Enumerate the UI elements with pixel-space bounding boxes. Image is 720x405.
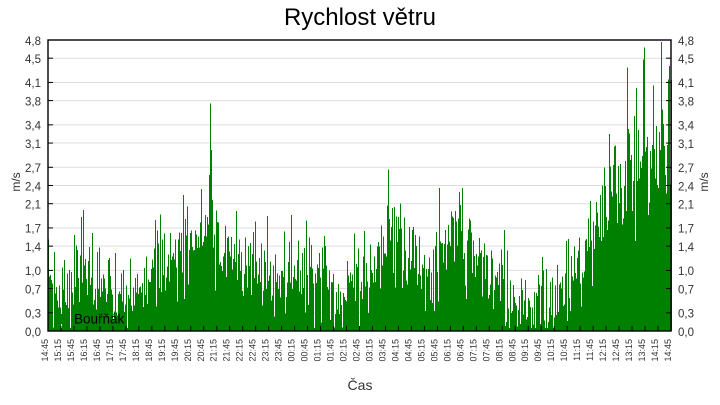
- svg-text:3,4: 3,4: [678, 121, 695, 133]
- svg-text:13:15: 13:15: [624, 339, 634, 362]
- svg-text:1,0: 1,0: [678, 266, 694, 278]
- svg-text:04:15: 04:15: [390, 339, 400, 362]
- svg-text:03:45: 03:45: [377, 339, 387, 362]
- svg-text:02:45: 02:45: [352, 339, 362, 362]
- svg-text:20:15: 20:15: [183, 339, 193, 362]
- svg-text:3,1: 3,1: [25, 139, 41, 151]
- svg-text:01:45: 01:45: [326, 339, 336, 362]
- svg-text:07:45: 07:45: [481, 339, 491, 362]
- svg-text:4,5: 4,5: [678, 54, 694, 66]
- svg-text:2,4: 2,4: [678, 181, 695, 193]
- svg-text:08:45: 08:45: [507, 339, 517, 362]
- svg-text:0,7: 0,7: [25, 284, 41, 296]
- svg-text:3,1: 3,1: [678, 139, 694, 151]
- svg-text:14:45: 14:45: [663, 339, 673, 362]
- svg-text:22:45: 22:45: [248, 339, 258, 362]
- svg-text:19:15: 19:15: [157, 339, 167, 362]
- svg-text:Bouřňák: Bouřňák: [74, 312, 125, 327]
- svg-text:20:45: 20:45: [196, 339, 206, 362]
- svg-text:04:45: 04:45: [403, 339, 413, 362]
- svg-text:2,4: 2,4: [25, 181, 42, 193]
- svg-text:09:15: 09:15: [520, 339, 530, 362]
- svg-text:1,7: 1,7: [678, 224, 694, 236]
- svg-text:21:15: 21:15: [209, 339, 219, 362]
- svg-text:13:45: 13:45: [637, 339, 647, 362]
- svg-text:00:15: 00:15: [287, 339, 297, 362]
- svg-text:06:15: 06:15: [442, 339, 452, 362]
- svg-text:16:45: 16:45: [92, 339, 102, 362]
- svg-text:4,8: 4,8: [678, 36, 694, 48]
- svg-text:1,7: 1,7: [25, 224, 41, 236]
- svg-text:0,0: 0,0: [25, 327, 41, 339]
- svg-text:16:15: 16:15: [79, 339, 89, 362]
- svg-text:1,4: 1,4: [25, 242, 42, 254]
- svg-text:03:15: 03:15: [364, 339, 374, 362]
- svg-text:1,4: 1,4: [678, 242, 695, 254]
- svg-text:4,8: 4,8: [25, 36, 41, 48]
- svg-text:10:15: 10:15: [546, 339, 556, 362]
- svg-text:05:45: 05:45: [429, 339, 439, 362]
- svg-text:12:45: 12:45: [611, 339, 621, 362]
- svg-text:2,7: 2,7: [678, 163, 694, 175]
- svg-text:17:45: 17:45: [118, 339, 128, 362]
- svg-text:2,7: 2,7: [25, 163, 41, 175]
- svg-text:3,8: 3,8: [25, 96, 41, 108]
- svg-text:02:15: 02:15: [339, 339, 349, 362]
- svg-text:22:15: 22:15: [235, 339, 245, 362]
- svg-text:23:15: 23:15: [261, 339, 271, 362]
- svg-text:11:45: 11:45: [585, 339, 595, 361]
- svg-text:06:45: 06:45: [455, 339, 465, 362]
- svg-text:3,4: 3,4: [25, 121, 42, 133]
- svg-text:2,1: 2,1: [678, 199, 694, 211]
- svg-text:0,3: 0,3: [678, 309, 694, 321]
- svg-text:18:45: 18:45: [144, 339, 154, 362]
- svg-text:3,8: 3,8: [678, 96, 694, 108]
- svg-text:10:45: 10:45: [559, 339, 569, 362]
- svg-text:08:15: 08:15: [494, 339, 504, 362]
- svg-text:0,7: 0,7: [678, 284, 694, 296]
- svg-text:05:15: 05:15: [416, 339, 426, 362]
- svg-text:09:45: 09:45: [533, 339, 543, 362]
- svg-text:1,0: 1,0: [25, 266, 41, 278]
- svg-text:0,3: 0,3: [25, 309, 41, 321]
- svg-text:14:15: 14:15: [650, 339, 660, 362]
- svg-text:2,1: 2,1: [25, 199, 41, 211]
- svg-text:4,5: 4,5: [25, 54, 41, 66]
- svg-text:00:45: 00:45: [300, 339, 310, 362]
- svg-text:4,1: 4,1: [678, 78, 694, 90]
- svg-text:0,0: 0,0: [678, 327, 694, 339]
- svg-text:12:15: 12:15: [598, 339, 608, 362]
- svg-text:15:45: 15:45: [66, 339, 76, 362]
- svg-text:21:45: 21:45: [222, 339, 232, 362]
- svg-text:01:15: 01:15: [313, 339, 323, 362]
- svg-text:23:45: 23:45: [274, 339, 284, 362]
- svg-text:17:15: 17:15: [105, 339, 115, 362]
- svg-text:11:15: 11:15: [572, 339, 582, 361]
- svg-text:15:15: 15:15: [53, 339, 63, 362]
- svg-text:4,1: 4,1: [25, 78, 41, 90]
- svg-text:19:45: 19:45: [170, 339, 180, 362]
- svg-text:14:45: 14:45: [40, 339, 50, 362]
- svg-text:18:15: 18:15: [131, 339, 141, 362]
- svg-text:07:15: 07:15: [468, 339, 478, 362]
